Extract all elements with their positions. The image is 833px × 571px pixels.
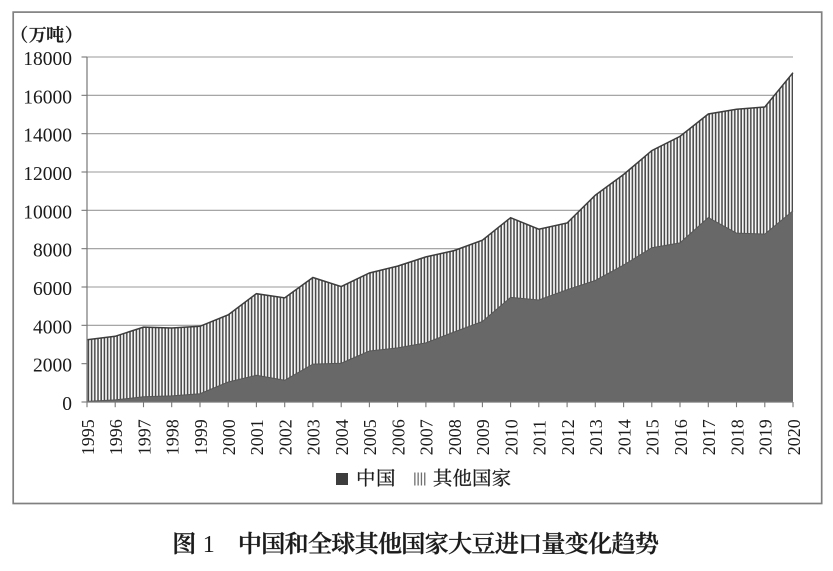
svg-text:2018: 2018 [727,419,747,455]
svg-text:2016: 2016 [671,419,691,455]
svg-text:1999: 1999 [191,419,211,455]
svg-text:2019: 2019 [756,419,776,455]
svg-text:14000: 14000 [23,126,72,147]
svg-text:16000: 16000 [23,87,72,108]
svg-text:2015: 2015 [643,419,663,455]
svg-text:1996: 1996 [106,419,126,455]
svg-text:2011: 2011 [530,420,550,455]
svg-text:4000: 4000 [33,317,72,338]
svg-text:2020: 2020 [784,419,804,455]
svg-text:2002: 2002 [276,419,296,455]
svg-text:2013: 2013 [586,419,606,455]
svg-text:6000: 6000 [33,279,72,300]
svg-text:18000: 18000 [23,49,72,70]
svg-text:8000: 8000 [33,241,72,262]
svg-text:2007: 2007 [417,419,437,455]
svg-text:1998: 1998 [163,419,183,455]
svg-text:0: 0 [62,394,72,415]
svg-text:2003: 2003 [304,419,324,455]
svg-text:12000: 12000 [23,164,72,185]
svg-text:2012: 2012 [558,419,578,455]
svg-text:10000: 10000 [23,202,72,223]
svg-text:2000: 2000 [219,419,239,455]
svg-text:2000: 2000 [33,356,72,377]
svg-text:2009: 2009 [473,419,493,455]
svg-text:2004: 2004 [332,419,352,455]
svg-text:2008: 2008 [445,419,465,455]
svg-text:2014: 2014 [614,419,634,455]
svg-text:1995: 1995 [78,419,98,455]
svg-text:1: 1 [203,532,215,558]
svg-text:2017: 2017 [699,419,719,455]
svg-text:2006: 2006 [388,419,408,455]
svg-text:1997: 1997 [134,419,154,455]
svg-text:2010: 2010 [501,419,521,455]
svg-text:2005: 2005 [360,419,380,455]
svg-text:2001: 2001 [247,419,267,455]
